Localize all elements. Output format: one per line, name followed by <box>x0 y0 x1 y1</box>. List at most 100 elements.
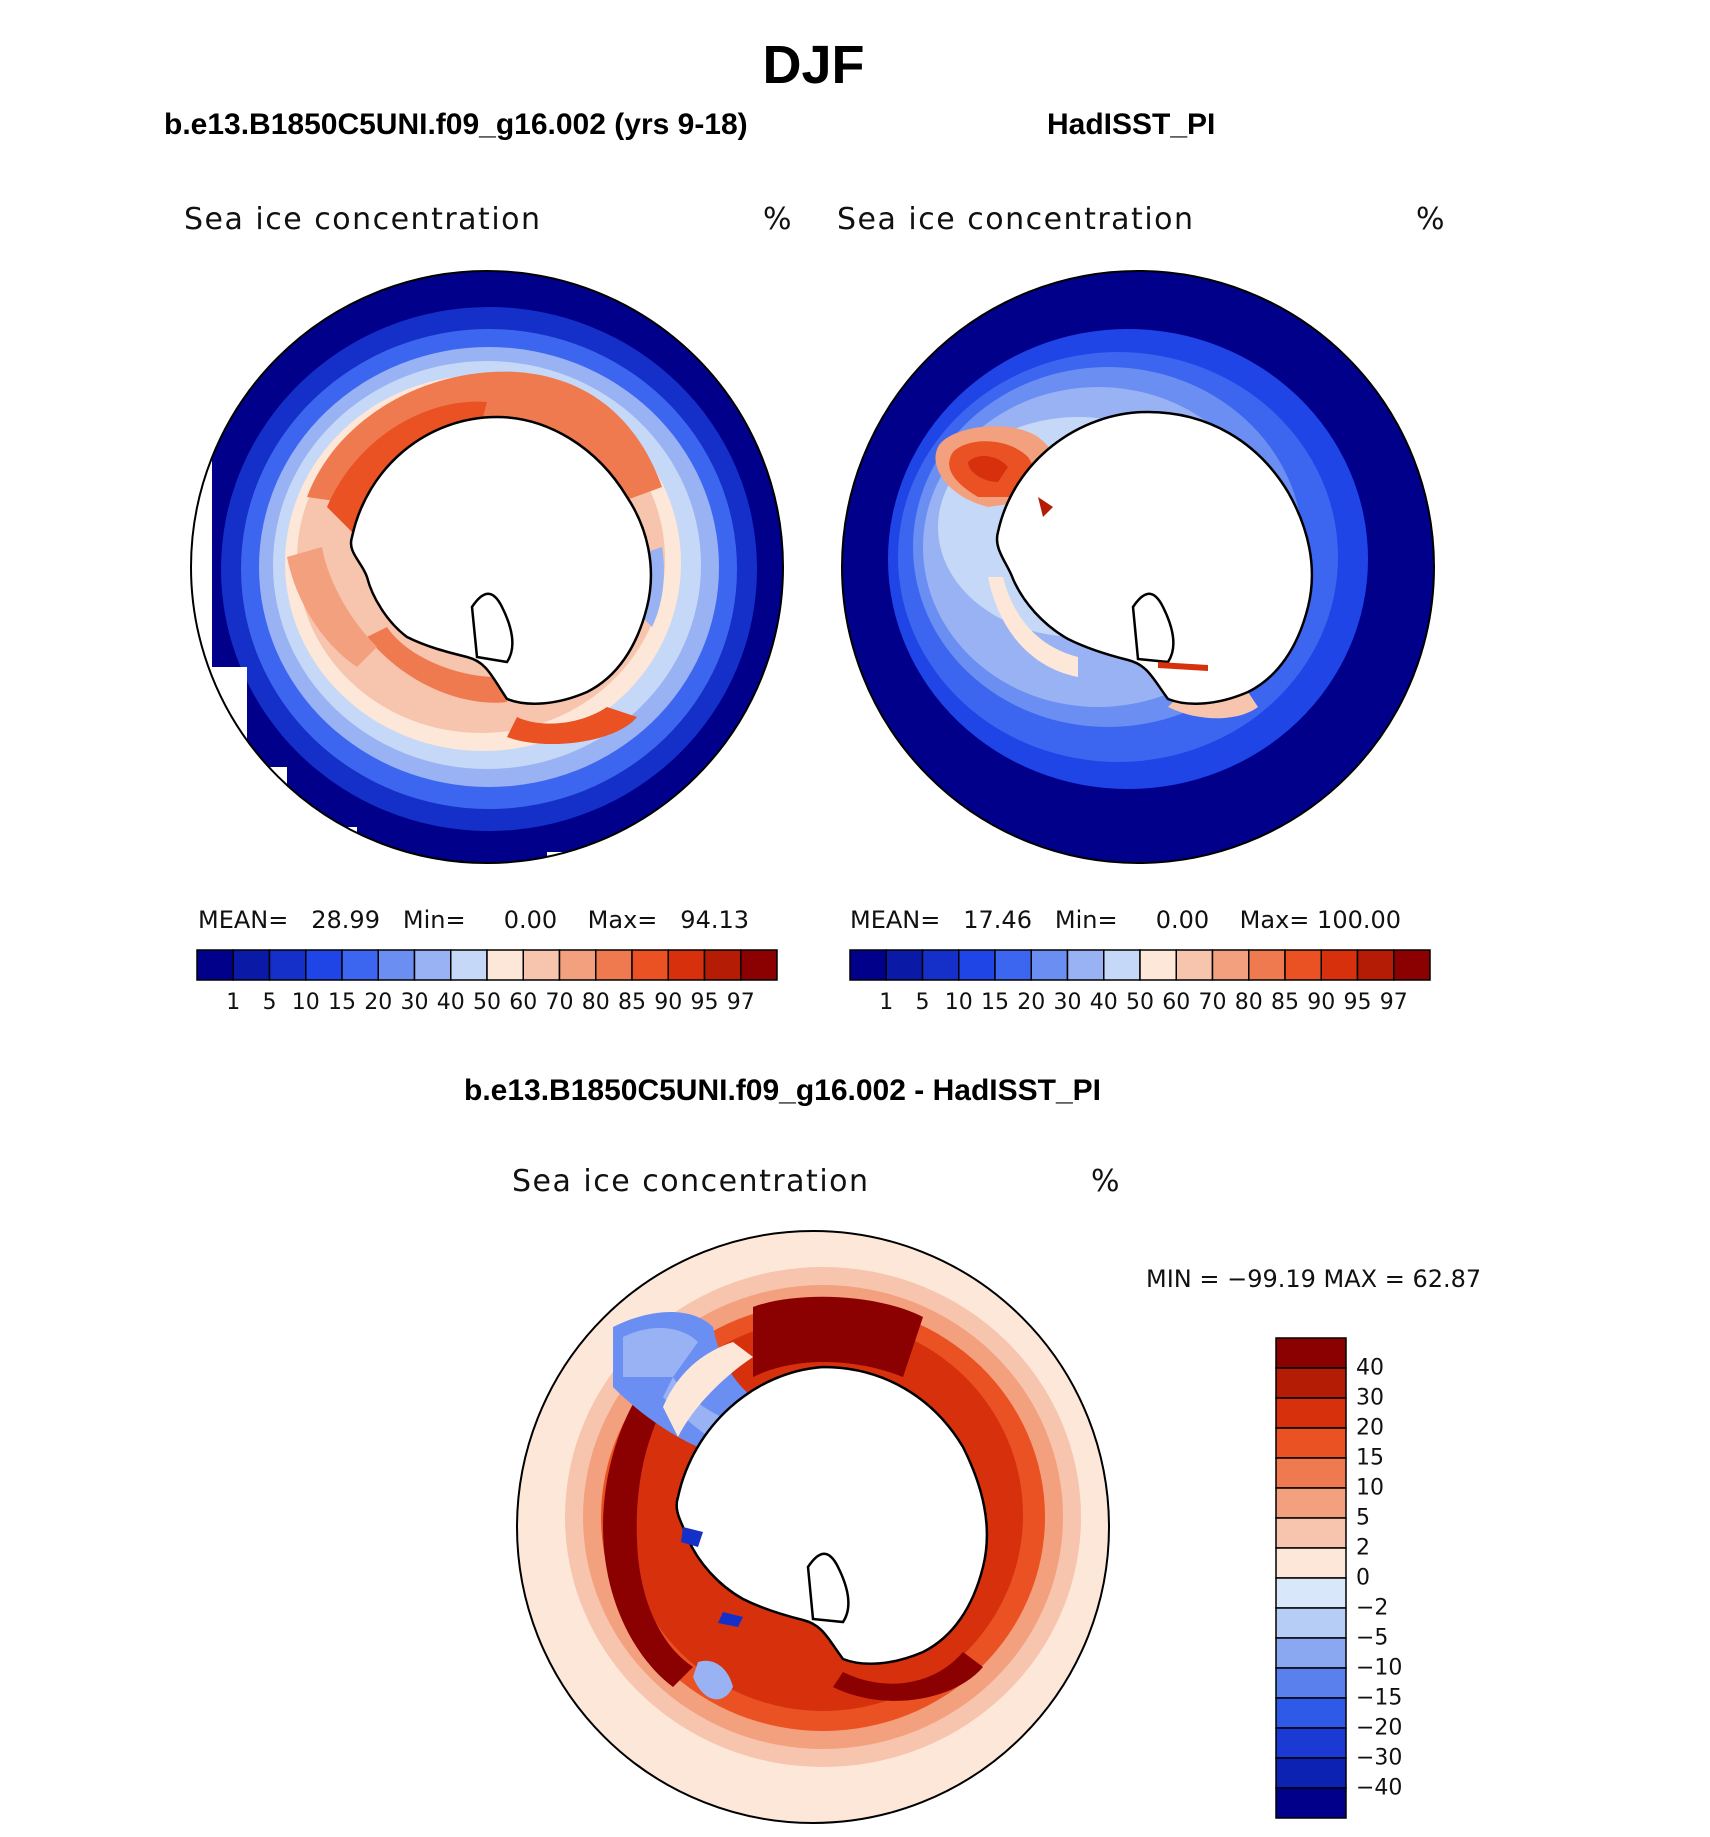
map-difference <box>516 1230 1110 1824</box>
colorbar-swatch <box>1103 949 1141 981</box>
colorbar-swatch <box>522 949 561 981</box>
colorbar-tick-label: 85 <box>1271 990 1299 1015</box>
colorbar-tick-label: −30 <box>1356 1745 1403 1771</box>
colorbar-swatch <box>1030 949 1069 981</box>
colorbar-tick-label: 30 <box>400 990 429 1015</box>
colorbar-tick-label: 5 <box>262 990 277 1015</box>
colorbar-swatch <box>450 949 488 981</box>
colorbar-tick-label: 70 <box>545 990 574 1015</box>
colorbar-tick-label: 5 <box>915 990 930 1015</box>
variable-label-right: Sea ice concentration <box>837 202 1195 237</box>
colorbar-tick-label: 80 <box>581 990 610 1015</box>
colorbar-tick-label: 15 <box>328 990 356 1015</box>
colorbar-swatch <box>1275 1757 1347 1789</box>
map-model <box>190 270 784 864</box>
colorbar-swatch <box>1248 949 1286 981</box>
colorbar-swatch <box>1275 1547 1347 1579</box>
colorbar-right-ticks: 1 5 10 15 20 30 40 50 60 70 80 85 90 95 97 <box>850 990 1430 1020</box>
colorbar-tick-label: 40 <box>1089 990 1118 1015</box>
colorbar-left-ticks: 1 5 10 15 20 30 40 50 60 70 80 85 90 95 97 <box>197 990 777 1020</box>
colorbar-tick-label: 1 <box>879 990 894 1015</box>
colorbar-tick-label: 85 <box>618 990 646 1015</box>
colorbar-swatch <box>1139 949 1177 981</box>
colorbar-tick-label: 15 <box>1356 1445 1384 1471</box>
colorbar-swatch <box>885 949 924 981</box>
colorbar-tick-label: 0 <box>1356 1565 1370 1591</box>
colorbar-swatch <box>1275 1517 1347 1549</box>
colorbar-swatch <box>1275 1427 1347 1459</box>
colorbar-right <box>849 949 1431 981</box>
colorbar-swatch <box>1066 949 1105 981</box>
colorbar-swatch <box>1356 949 1395 981</box>
colorbar-tick-label: 2 <box>1356 1535 1370 1561</box>
colorbar-swatch <box>849 949 887 981</box>
colorbar-swatch <box>196 949 234 981</box>
colorbar-tick-label: 40 <box>436 990 465 1015</box>
colorbar-tick-label: 20 <box>1356 1415 1384 1441</box>
colorbar-difference-ticks: 40 30 20 15 10 5 2 0 −2 −5 −10 −15 −20 −30 −40 <box>1356 1338 1436 1818</box>
colorbar-tick-label: 70 <box>1198 990 1227 1015</box>
diff-variable-label: Sea ice concentration <box>512 1164 870 1199</box>
colorbar-swatch <box>703 949 742 981</box>
colorbar-tick-label: 5 <box>1356 1505 1370 1531</box>
colorbar-swatch <box>1275 1607 1347 1639</box>
colorbar-swatch <box>994 949 1032 981</box>
colorbar-swatch <box>631 949 669 981</box>
colorbar-swatch <box>268 949 307 981</box>
colorbar-tick-label: 95 <box>690 990 719 1015</box>
diff-minmax: MIN = −99.19 MAX = 62.87 <box>1146 1265 1482 1293</box>
colorbar-swatch <box>921 949 960 981</box>
colorbar-swatch <box>232 949 271 981</box>
variable-label-left: Sea ice concentration <box>184 202 542 237</box>
colorbar-tick-label: 1 <box>226 990 241 1015</box>
units-label-left: % <box>763 202 794 237</box>
colorbar-tick-label: 97 <box>726 990 755 1015</box>
colorbar-tick-label: 50 <box>473 990 501 1015</box>
colorbar-tick-label: −40 <box>1356 1775 1403 1801</box>
colorbar-swatch <box>1275 1667 1347 1699</box>
colorbar-tick-label: 90 <box>1307 990 1336 1015</box>
colorbar-swatch <box>1275 1397 1347 1429</box>
colorbar-left <box>196 949 778 981</box>
colorbar-tick-label: 95 <box>1343 990 1372 1015</box>
colorbar-tick-label: −20 <box>1356 1715 1403 1741</box>
colorbar-tick-label: 20 <box>1017 990 1046 1015</box>
colorbar-swatch <box>667 949 706 981</box>
colorbar-swatch <box>1275 1577 1347 1609</box>
colorbar-swatch <box>1393 949 1431 981</box>
colorbar-swatch <box>1275 1697 1347 1729</box>
colorbar-swatch <box>1275 1637 1347 1669</box>
diff-units-label: % <box>1091 1164 1122 1199</box>
colorbar-swatch <box>1275 1787 1347 1819</box>
stats-right: MEAN= 17.46 Min= 0.00 Max= 100.00 <box>850 906 1402 934</box>
units-label-right: % <box>1416 202 1447 237</box>
colorbar-swatch <box>1275 1337 1347 1369</box>
case-title-left: b.e13.B1850C5UNI.f09_g16.002 (yrs 9-18) <box>164 108 748 141</box>
colorbar-swatch <box>1275 1367 1347 1399</box>
colorbar-tick-label: 97 <box>1379 990 1408 1015</box>
colorbar-swatch <box>341 949 379 981</box>
colorbar-swatch <box>1275 1457 1347 1489</box>
colorbar-tick-label: 30 <box>1053 990 1082 1015</box>
colorbar-swatch <box>413 949 452 981</box>
colorbar-swatch <box>740 949 778 981</box>
page-title: DJF <box>762 35 865 95</box>
colorbar-swatch <box>377 949 416 981</box>
colorbar-swatch <box>1175 949 1214 981</box>
colorbar-swatch <box>558 949 597 981</box>
colorbar-tick-label: 60 <box>1162 990 1191 1015</box>
colorbar-swatch <box>1320 949 1359 981</box>
colorbar-swatch <box>305 949 343 981</box>
colorbar-swatch <box>1275 1727 1347 1759</box>
colorbar-tick-label: 60 <box>509 990 538 1015</box>
diff-case-title: b.e13.B1850C5UNI.f09_g16.002 - HadISST_P… <box>464 1074 1101 1107</box>
case-title-right: HadISST_PI <box>1047 108 1216 141</box>
colorbar-tick-label: −15 <box>1356 1685 1403 1711</box>
colorbar-tick-label: −5 <box>1356 1625 1389 1651</box>
colorbar-swatch <box>1211 949 1250 981</box>
colorbar-tick-label: 10 <box>944 990 973 1015</box>
colorbar-tick-label: 80 <box>1234 990 1263 1015</box>
colorbar-tick-label: 40 <box>1356 1355 1384 1381</box>
colorbar-tick-label: 10 <box>291 990 320 1015</box>
colorbar-tick-label: −2 <box>1356 1595 1389 1621</box>
